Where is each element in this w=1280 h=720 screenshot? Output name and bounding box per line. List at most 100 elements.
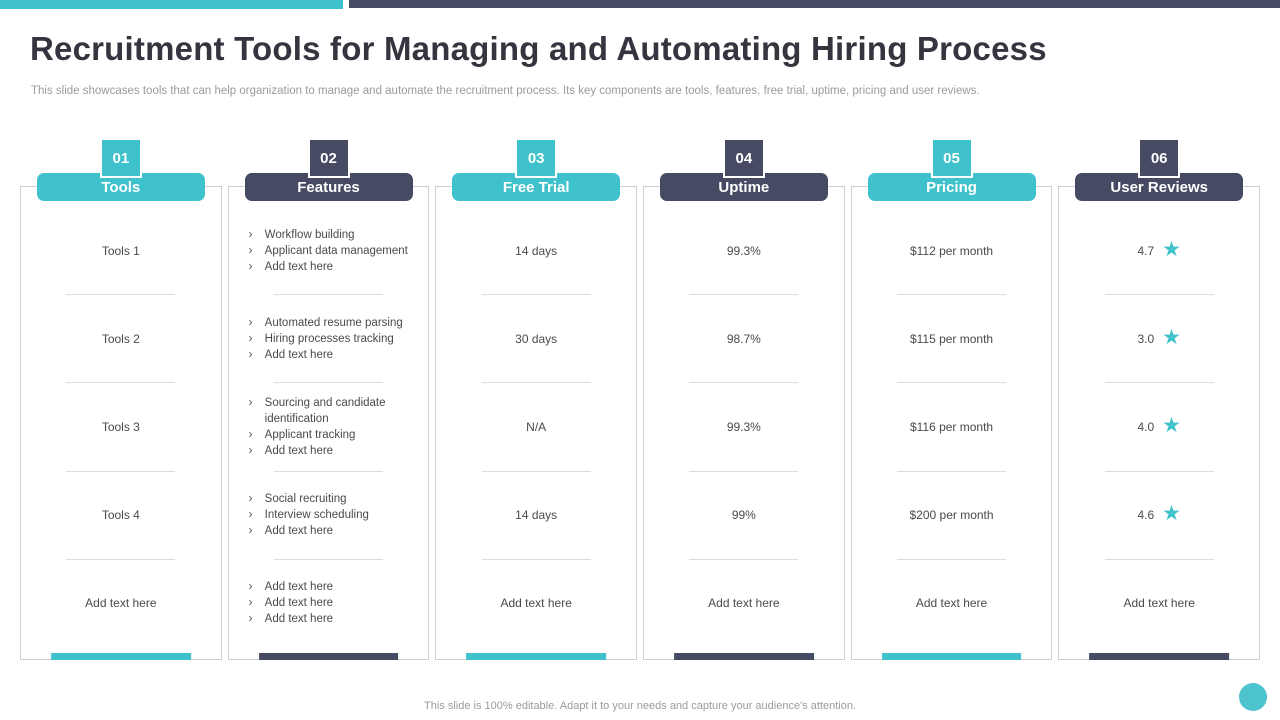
cell-text: Tools 2 — [101, 331, 140, 346]
table-row: 4.6 ★ — [1065, 472, 1253, 559]
column-bottom-accent — [1089, 653, 1230, 660]
bullet-icon: › — [248, 597, 253, 610]
star-icon: ★ — [1162, 325, 1181, 349]
row-separator — [897, 470, 1006, 472]
cell-text: Add text here — [500, 596, 572, 611]
cell-text: N/A — [526, 420, 547, 434]
table-row: 99.3% — [650, 383, 838, 470]
bullet-text: Add text here — [264, 525, 334, 538]
row-separator — [1104, 294, 1214, 296]
column-number-badge: 05 — [930, 138, 973, 178]
rating-number: 4.7 — [1137, 243, 1155, 258]
cell-text: $115 per month — [909, 331, 994, 346]
column-body: Tools 1 Tools 2 Tools 3 Tools 4 Add text her… — [20, 186, 222, 660]
bullet-text: Add text here — [264, 581, 334, 594]
cell-text: Add text here — [915, 596, 988, 611]
row-separator — [1104, 382, 1214, 384]
column-number-badge: 04 — [722, 138, 765, 178]
rating-value: 4.6 ★ — [1137, 502, 1181, 526]
bullet-text: Applicant tracking — [264, 429, 356, 441]
row-separator — [689, 470, 799, 472]
cell-text: 98.7% — [726, 331, 761, 346]
row-separator — [689, 558, 799, 560]
bullet-item: › Add text here — [249, 259, 408, 275]
row-separator — [66, 558, 176, 560]
bullet-icon: › — [248, 445, 253, 457]
column-header: Uptime — [659, 173, 828, 201]
cell-text: Add text here — [708, 596, 780, 611]
bullet-text: Add text here — [264, 613, 334, 626]
table-row: Tools 2 — [27, 295, 215, 382]
table-row: 99.3% — [650, 207, 838, 294]
bullet-list: › Sourcing and candidate identification › A… — [249, 395, 423, 459]
bullet-item: › Workflow building — [249, 227, 408, 243]
row-separator — [897, 382, 1006, 384]
cell-text: Add text here — [1123, 596, 1195, 611]
rating-value: 4.0 ★ — [1137, 415, 1181, 436]
column-bottom-accent — [50, 653, 191, 660]
row-separator — [689, 294, 799, 296]
top-accent-navy-segment — [349, 0, 1280, 8]
column-tools: 01 Tools Tools 1 Tools 2 Tools 3 Tools 4 Add t… — [20, 138, 222, 660]
table-row: 14 days — [442, 207, 630, 294]
cell-text: 99.3% — [726, 243, 761, 258]
cell-text: Tools 4 — [101, 508, 140, 523]
row-separator — [274, 382, 383, 384]
bullet-icon: › — [248, 316, 253, 329]
row-separator — [274, 558, 383, 560]
row-separator — [274, 470, 383, 472]
column-body: 14 days 30 days N/A 14 days Add text here — [435, 186, 638, 660]
table-row: 30 days — [442, 295, 630, 382]
column-body: 4.7 ★ 3.0 ★ 4.0 ★ 4.6 ★ Add text here — [1058, 186, 1261, 660]
table-row: Tools 1 — [27, 207, 215, 294]
column-features: 02 Features › Workflow building › Applicant d… — [227, 138, 430, 660]
row-separator — [897, 294, 1006, 296]
cell-text: Tools 3 — [101, 420, 140, 434]
table-row: 4.0 ★ — [1065, 383, 1253, 470]
bullet-icon: › — [248, 348, 253, 361]
bullet-item: › Social recruiting — [249, 491, 369, 507]
column-body: 99.3% 98.7% 99.3% 99% Add text here — [643, 186, 845, 660]
cell-text: 30 days — [515, 331, 558, 346]
column-bottom-accent — [258, 653, 399, 660]
bullet-item: › Hiring processes tracking — [249, 331, 403, 347]
column-free-trial: 03 Free Trial 14 days 30 days N/A 14 days Add … — [435, 138, 638, 660]
table-row: 14 days — [442, 472, 630, 559]
column-pricing: 05 Pricing $112 per month $115 per month $11… — [850, 138, 1053, 660]
column-number-badge: 06 — [1138, 138, 1181, 178]
bullet-item: › Add text here — [249, 595, 333, 611]
table-row: Add text here — [858, 560, 1046, 647]
bullet-text: Add text here — [264, 348, 334, 361]
bullet-item: › Sourcing and candidate identification — [249, 395, 423, 427]
corner-dot-decoration — [1239, 683, 1267, 711]
comparison-table: 01 Tools Tools 1 Tools 2 Tools 3 Tools 4 Add t… — [20, 138, 1261, 660]
row-separator — [481, 470, 591, 472]
bullet-icon: › — [248, 581, 253, 594]
table-row: 4.7 ★ — [1065, 207, 1253, 294]
bullet-item: › Add text here — [249, 579, 333, 595]
row-separator — [689, 382, 799, 384]
star-icon: ★ — [1162, 502, 1181, 526]
table-row: 99% — [650, 472, 838, 559]
bullet-item: › Applicant tracking — [249, 427, 423, 443]
page-title: Recruitment Tools for Managing and Autom… — [30, 30, 1047, 67]
rating-number: 3.0 — [1137, 331, 1155, 346]
bullet-icon: › — [248, 613, 253, 626]
row-separator — [66, 382, 176, 384]
table-row: › Workflow building › Applicant data manage… — [235, 207, 423, 294]
bullet-icon: › — [248, 509, 253, 522]
column-body: $112 per month $115 per month $116 per mon… — [850, 186, 1053, 660]
column-body: › Workflow building › Applicant data manage… — [227, 186, 430, 660]
star-icon: ★ — [1162, 237, 1181, 261]
row-separator — [481, 558, 591, 560]
column-number-badge: 03 — [515, 138, 558, 178]
top-accent-teal-segment — [0, 0, 343, 9]
cell-text: Tools 1 — [101, 243, 140, 258]
bullet-text: Add text here — [264, 597, 334, 610]
bullet-item: › Add text here — [249, 347, 403, 363]
table-row: $112 per month — [858, 207, 1046, 294]
table-row: 98.7% — [650, 295, 838, 382]
footer-note: This slide is 100% editable. Adapt it to… — [424, 700, 856, 712]
row-separator — [1104, 470, 1214, 472]
table-row: Add text here — [1065, 560, 1253, 647]
